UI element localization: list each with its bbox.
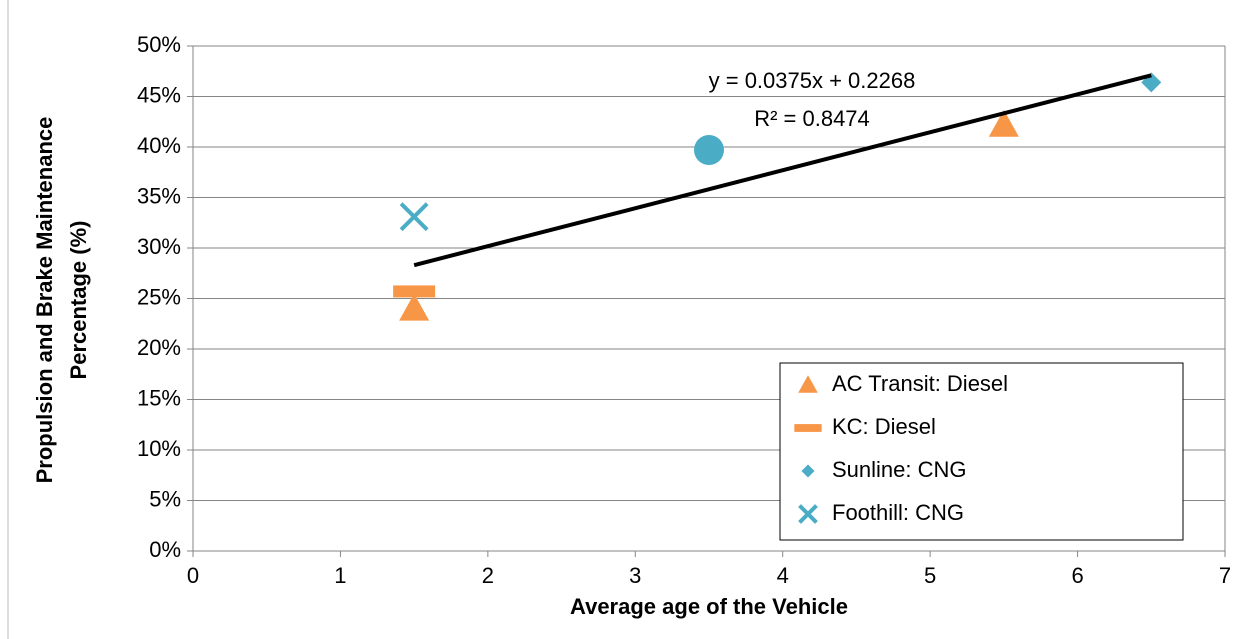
x-tick-label: 0 <box>187 563 199 588</box>
x-tick-label: 1 <box>334 563 346 588</box>
y-tick-label: 30% <box>137 234 181 259</box>
trendline <box>413 73 1152 268</box>
legend-box <box>779 362 1184 541</box>
marker-triangle <box>988 109 1019 137</box>
x-tick-label: 4 <box>777 563 789 588</box>
legend-label: AC Transit: Diesel <box>832 371 1008 396</box>
y-tick-label: 45% <box>137 82 181 107</box>
y-tick-label: 50% <box>137 32 181 57</box>
x-tick-label: 6 <box>1071 563 1083 588</box>
y-tick-label: 0% <box>149 537 181 562</box>
trend-equation: y = 0.0375x + 0.2268 <box>709 68 916 93</box>
y-tick-label: 5% <box>149 486 181 511</box>
x-tick-label: 5 <box>924 563 936 588</box>
marker-x <box>798 504 818 524</box>
marker-diamond <box>801 464 815 478</box>
x-axis-title: Average age of the Vehicle <box>570 594 848 619</box>
y-tick-label: 10% <box>137 436 181 461</box>
y-axis-title: Propulsion and Brake Maintenance <box>32 117 57 484</box>
marker-dash <box>393 285 436 298</box>
legend-label: Sunline: CNG <box>832 457 967 482</box>
y-tick-label: 20% <box>137 335 181 360</box>
y-tick-label: 25% <box>137 284 181 309</box>
marker-circle <box>694 135 724 166</box>
legend-label: Foothill: CNG <box>832 500 964 525</box>
marker-triangle <box>399 293 430 321</box>
marker-triangle <box>798 375 818 393</box>
marker-x <box>399 202 429 232</box>
trend-r2: R² = 0.8474 <box>754 106 870 131</box>
y-tick-label: 35% <box>137 183 181 208</box>
x-tick-label: 2 <box>482 563 494 588</box>
x-tick-label: 3 <box>629 563 641 588</box>
legend-label: KC: Diesel <box>832 414 936 439</box>
y-tick-label: 40% <box>137 133 181 158</box>
y-axis-title: Percentage (%) <box>66 221 91 380</box>
y-tick-label: 15% <box>137 385 181 410</box>
marker-dash <box>794 424 822 432</box>
x-tick-label: 7 <box>1219 563 1231 588</box>
